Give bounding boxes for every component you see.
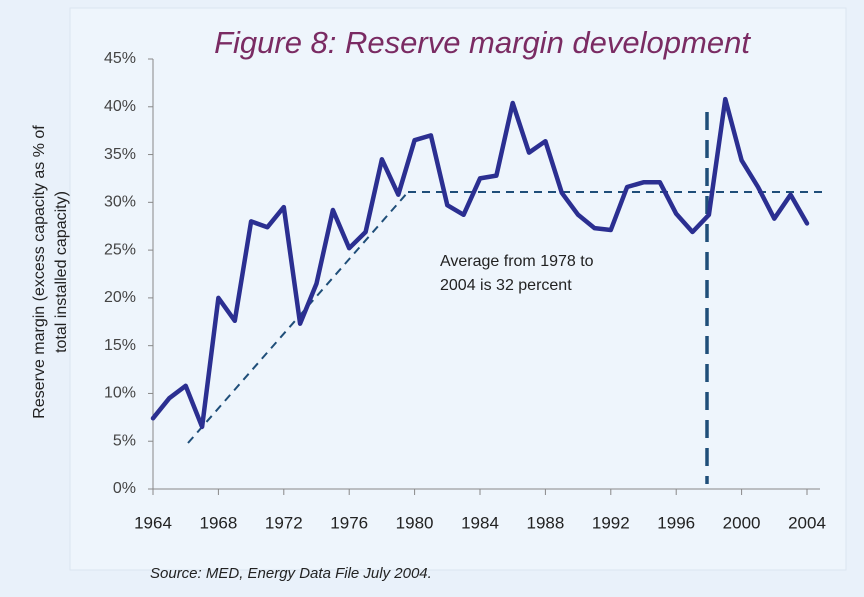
y-tick-label: 10% bbox=[104, 385, 136, 402]
annotation: Average from 1978 to bbox=[440, 253, 594, 270]
x-tick-label: 1992 bbox=[592, 513, 630, 532]
y-tick-label: 25% bbox=[104, 241, 136, 258]
x-tick-label: 1996 bbox=[657, 513, 695, 532]
x-tick-label: 1968 bbox=[199, 513, 237, 532]
x-tick-label: 1988 bbox=[526, 513, 564, 532]
y-tick-label: 45% bbox=[104, 50, 136, 67]
y-label-line: Reserve margin (excess capacity as % of bbox=[31, 125, 48, 419]
y-tick-label: 15% bbox=[104, 337, 136, 354]
y-axis-label: Reserve margin (excess capacity as % of … bbox=[31, 125, 70, 419]
plot-panel bbox=[69, 7, 847, 571]
x-tick-label: 1972 bbox=[265, 513, 303, 532]
x-tick-label: 2000 bbox=[723, 513, 761, 532]
y-tick-label: 5% bbox=[113, 432, 136, 449]
chart-title: Figure 8: Reserve margin development bbox=[214, 25, 751, 60]
data-line bbox=[150, 96, 810, 430]
y-tick-label: 30% bbox=[104, 194, 136, 211]
x-tick-label: 2004 bbox=[788, 513, 826, 532]
annotation: 2004 is 32 percent bbox=[440, 277, 572, 294]
source-note: Source: MED, Energy Data File July 2004. bbox=[150, 565, 432, 582]
x-tick-label: 1980 bbox=[396, 513, 434, 532]
y-tick-label: 0% bbox=[113, 480, 136, 497]
x-tick-label: 1976 bbox=[330, 513, 368, 532]
y-tick-label: 40% bbox=[104, 98, 136, 115]
x-tick-label: 1964 bbox=[134, 513, 172, 532]
y-label-line: total installed capacity) bbox=[53, 191, 70, 353]
x-tick-label: 1984 bbox=[461, 513, 499, 532]
y-tick-label: 20% bbox=[104, 289, 136, 306]
y-tick-label: 35% bbox=[104, 146, 136, 163]
